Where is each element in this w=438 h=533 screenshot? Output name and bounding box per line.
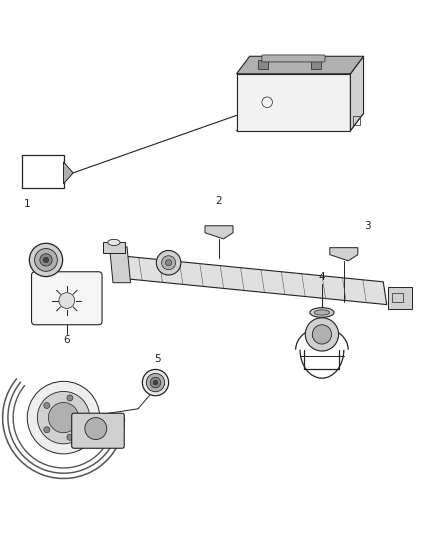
Polygon shape — [64, 162, 73, 184]
Polygon shape — [205, 226, 233, 239]
FancyBboxPatch shape — [388, 287, 412, 309]
Polygon shape — [330, 248, 358, 261]
Circle shape — [44, 427, 50, 433]
Circle shape — [81, 415, 87, 421]
Polygon shape — [350, 56, 364, 131]
Ellipse shape — [314, 310, 330, 315]
Polygon shape — [237, 113, 364, 131]
Polygon shape — [118, 255, 387, 304]
Circle shape — [35, 248, 57, 271]
Circle shape — [40, 254, 52, 266]
Text: 4: 4 — [318, 272, 325, 282]
Circle shape — [312, 325, 332, 344]
Polygon shape — [237, 74, 350, 131]
Circle shape — [156, 251, 181, 275]
Circle shape — [43, 257, 49, 263]
Circle shape — [305, 318, 339, 351]
FancyBboxPatch shape — [262, 55, 325, 62]
Circle shape — [150, 377, 161, 388]
Circle shape — [162, 256, 176, 270]
Circle shape — [142, 369, 169, 395]
Bar — [103, 243, 125, 253]
Text: 3: 3 — [364, 221, 371, 231]
Text: 5: 5 — [154, 354, 161, 364]
Circle shape — [48, 402, 78, 433]
Ellipse shape — [108, 239, 120, 246]
Circle shape — [67, 434, 73, 440]
Text: 1: 1 — [24, 199, 31, 208]
Ellipse shape — [310, 308, 334, 317]
Polygon shape — [110, 247, 131, 282]
Circle shape — [153, 381, 158, 385]
Circle shape — [27, 381, 100, 454]
Bar — [311, 60, 321, 69]
Bar — [22, 155, 64, 188]
FancyBboxPatch shape — [72, 413, 124, 448]
Circle shape — [44, 402, 50, 408]
Circle shape — [29, 243, 63, 277]
Circle shape — [146, 374, 165, 392]
Circle shape — [166, 260, 172, 266]
Bar — [353, 116, 360, 125]
Polygon shape — [237, 56, 364, 74]
Circle shape — [85, 418, 107, 440]
Circle shape — [59, 293, 74, 309]
Text: 2: 2 — [215, 197, 223, 206]
Bar — [392, 293, 403, 302]
Bar — [258, 60, 268, 69]
Text: 6: 6 — [64, 335, 70, 345]
Circle shape — [67, 395, 73, 401]
Circle shape — [37, 391, 90, 444]
FancyBboxPatch shape — [32, 272, 102, 325]
